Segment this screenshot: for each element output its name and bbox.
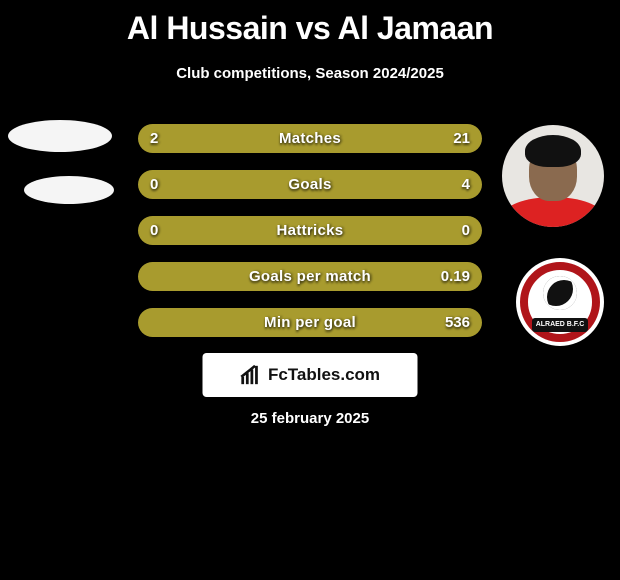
bar-chart-icon [240, 364, 262, 386]
club-left-badge [24, 176, 114, 204]
watermark: FcTables.com [203, 353, 418, 397]
stat-rows: 2 Matches 21 0 Goals 4 0 Hattricks 0 Goa… [138, 124, 482, 354]
stat-right-value: 536 [445, 308, 470, 337]
date-text: 25 february 2025 [0, 410, 620, 427]
stat-label: Matches [138, 124, 482, 153]
stat-right-value: 21 [453, 124, 470, 153]
stat-row: 2 Matches 21 [138, 124, 482, 153]
club-right-badge: ALRAED B.F.C [516, 258, 604, 346]
stat-label: Hattricks [138, 216, 482, 245]
player-left-avatar [8, 120, 112, 152]
stat-label: Goals per match [138, 262, 482, 291]
page-subtitle: Club competitions, Season 2024/2025 [0, 65, 620, 82]
stat-label: Goals [138, 170, 482, 199]
stat-row: 0 Goals 4 [138, 170, 482, 199]
watermark-text: FcTables.com [268, 365, 380, 385]
stat-right-value: 0.19 [441, 262, 470, 291]
stat-row: Min per goal 536 [138, 308, 482, 337]
stat-right-value: 4 [462, 170, 470, 199]
stat-label: Min per goal [138, 308, 482, 337]
stat-row: 0 Hattricks 0 [138, 216, 482, 245]
stat-row: Goals per match 0.19 [138, 262, 482, 291]
page-title: Al Hussain vs Al Jamaan [0, 0, 620, 47]
stat-right-value: 0 [462, 216, 470, 245]
player-right-avatar [502, 125, 604, 227]
